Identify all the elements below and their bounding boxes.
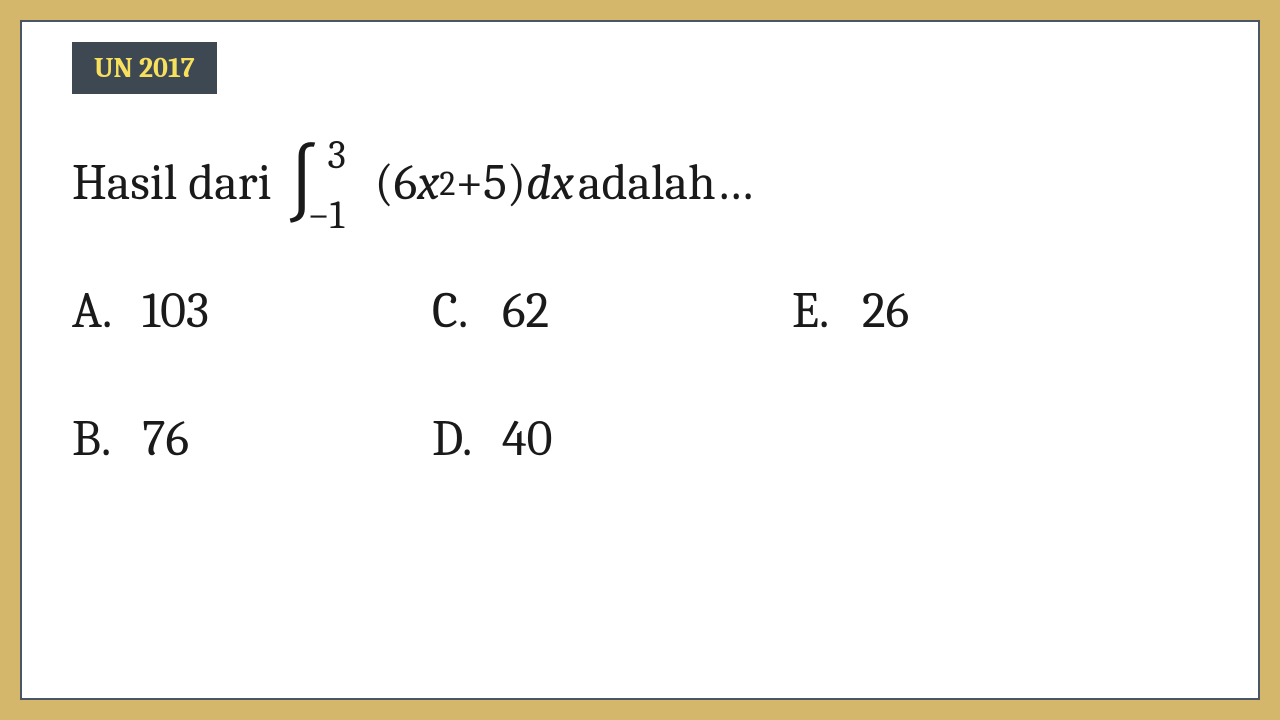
option-e: E. 26 — [792, 282, 1092, 340]
option-value-e: 26 — [862, 282, 909, 340]
option-value-d: 40 — [502, 410, 552, 468]
integrand: ( 6 x 2 + 5 ) d x — [374, 154, 574, 212]
option-b: B. 76 — [72, 410, 432, 468]
coef: 6 — [394, 154, 418, 212]
variable-x2: x — [552, 154, 574, 212]
option-value-b: 76 — [142, 410, 189, 468]
lower-limit: −1 — [307, 192, 344, 238]
option-d: D. 40 — [432, 410, 792, 468]
option-letter-d: D. — [432, 410, 502, 468]
differential-d: d — [526, 154, 552, 212]
question-suffix: adalah… — [578, 154, 753, 212]
question-text: Hasil dari ∫ 3 −1 ( 6 x 2 + 5 ) d x adal… — [72, 154, 1208, 212]
integral-expression: ∫ 3 −1 ( 6 x 2 + 5 ) d x — [285, 154, 574, 212]
plus: + — [455, 154, 483, 212]
option-letter-e: E. — [792, 282, 862, 340]
option-value-c: 62 — [502, 282, 549, 340]
variable-x: x — [417, 154, 439, 212]
option-value-a: 103 — [142, 282, 209, 340]
options-grid: A. 103 C. 62 E. 26 B. 76 D. 40 — [72, 282, 1208, 468]
question-prefix: Hasil dari — [72, 154, 271, 212]
rparen: ) — [507, 154, 526, 212]
upper-limit: 3 — [327, 132, 345, 178]
option-a: A. 103 — [72, 282, 432, 340]
option-c: C. 62 — [432, 282, 792, 340]
question-card: UN 2017 Hasil dari ∫ 3 −1 ( 6 x 2 + 5 ) … — [20, 20, 1260, 700]
option-letter-a: A. — [72, 282, 142, 340]
exponent: 2 — [439, 164, 455, 204]
constant: 5 — [483, 154, 507, 212]
exam-badge: UN 2017 — [72, 42, 217, 94]
option-letter-b: B. — [72, 410, 142, 468]
lparen: ( — [374, 154, 393, 212]
option-letter-c: C. — [432, 282, 502, 340]
